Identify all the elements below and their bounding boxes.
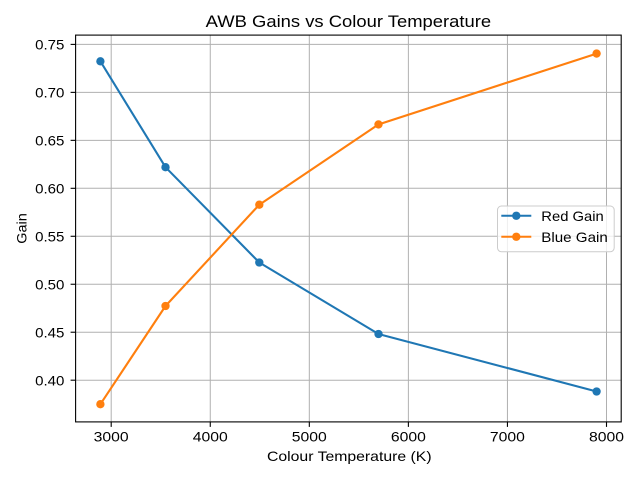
svg-text:3000: 3000 [94, 429, 129, 445]
svg-text:0.40: 0.40 [35, 372, 65, 388]
svg-text:Blue Gain: Blue Gain [541, 229, 608, 245]
svg-text:5000: 5000 [292, 429, 327, 445]
svg-text:AWB Gains vs Colour Temperatur: AWB Gains vs Colour Temperature [206, 12, 492, 31]
svg-text:4000: 4000 [193, 429, 228, 445]
svg-text:0.45: 0.45 [35, 324, 65, 340]
svg-text:0.50: 0.50 [35, 276, 65, 292]
svg-text:0.55: 0.55 [35, 228, 65, 244]
svg-text:0.75: 0.75 [35, 37, 65, 53]
svg-text:7000: 7000 [490, 429, 525, 445]
svg-text:8000: 8000 [589, 429, 624, 445]
svg-text:0.70: 0.70 [35, 84, 65, 100]
svg-text:0.65: 0.65 [35, 132, 65, 148]
svg-text:Colour Temperature (K): Colour Temperature (K) [267, 448, 432, 464]
svg-text:Red Gain: Red Gain [541, 208, 604, 224]
svg-text:0.60: 0.60 [35, 180, 65, 196]
svg-text:Gain: Gain [14, 213, 30, 244]
svg-text:6000: 6000 [391, 429, 426, 445]
